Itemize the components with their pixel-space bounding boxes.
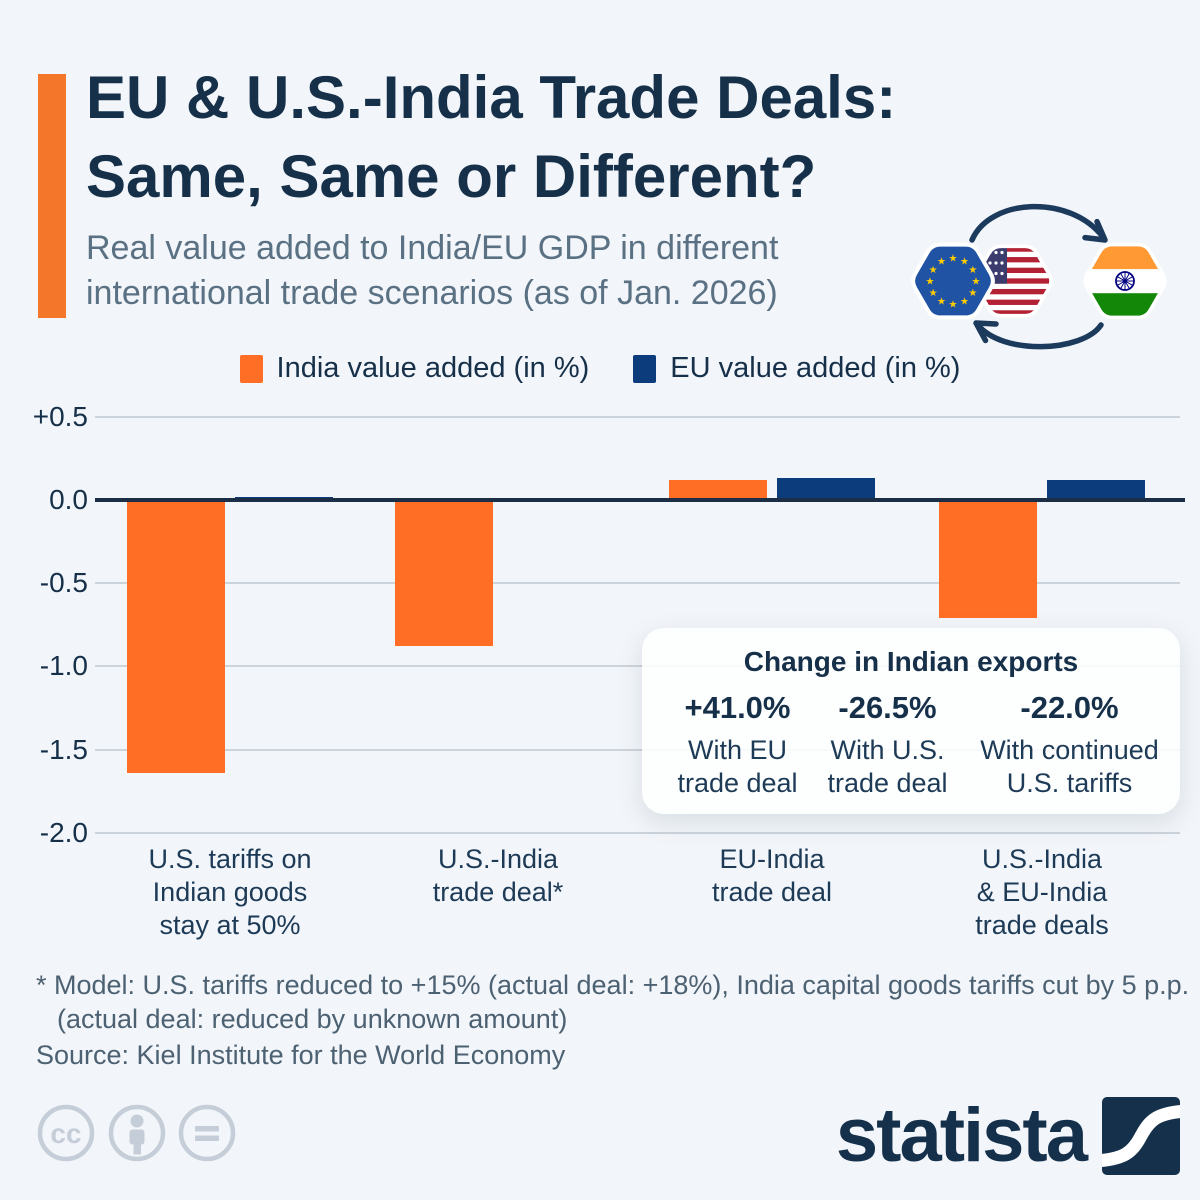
india-flag-icon (1083, 242, 1167, 320)
eu-flag-icon: ★ ★★★★★★★★★★★ (911, 242, 995, 320)
footnote-line1: * Model: U.S. tariffs reduced to +15% (a… (36, 970, 1190, 1000)
svg-text:★: ★ (926, 277, 935, 288)
statista-branding: statista (836, 1092, 1180, 1179)
bar-india-1 (395, 500, 493, 647)
y-axis-tick-label: -1.5 (39, 733, 88, 765)
y-axis-tick-label: +0.5 (32, 400, 88, 432)
svg-text:★: ★ (968, 265, 977, 276)
indian-exports-inset-box: Change in Indian exports +41.0% With EU … (642, 628, 1180, 814)
bar-india-0 (127, 500, 225, 773)
svg-text:★: ★ (937, 296, 946, 307)
inset-stat-value: -22.0% (1020, 690, 1119, 725)
gridline (95, 582, 1180, 585)
cc-icon (37, 1104, 95, 1162)
inset-stat-us-deal: -26.5% With U.S. trade deal (810, 690, 965, 800)
legend-item-eu: EU value added (in %) (633, 352, 960, 385)
equals-icon (178, 1104, 236, 1162)
svg-text:★: ★ (929, 288, 938, 299)
inset-stat-value: -26.5% (838, 690, 937, 725)
zero-axis-line (95, 498, 1185, 502)
inset-stat-us-tariffs: -22.0% With continued U.S. tariffs (972, 690, 1167, 800)
svg-text:★: ★ (968, 288, 977, 299)
category-label: U.S.-India trade deal* (432, 844, 564, 907)
category-label: EU-India trade deal (711, 844, 833, 907)
inset-stat-label: With continued U.S. tariffs (980, 735, 1159, 798)
legend-label: India value added (in %) (276, 352, 590, 384)
svg-text:★: ★ (949, 254, 958, 265)
inset-stat-eu-deal: +41.0% With EU trade deal (660, 690, 815, 800)
svg-text:★: ★ (929, 265, 938, 276)
bar-eu-2 (777, 478, 875, 500)
statista-wordmark: statista (835, 1093, 1088, 1178)
category-label: U.S.-India & EU-India trade deals (975, 844, 1109, 940)
bar-eu-3 (1047, 480, 1145, 500)
svg-text:★: ★ (972, 277, 981, 288)
gridline (95, 415, 1180, 418)
page-title: EU & U.S.-India Trade Deals: Same, Same … (86, 58, 896, 216)
inset-stat-label: With EU trade deal (677, 735, 798, 798)
page-subtitle: Real value added to India/EU GDP in diff… (86, 229, 779, 312)
trade-flags-illustration: ★ ★★★★★★★★★★★ (911, 203, 1167, 350)
chart-legend: India value added (in %) EU value added … (0, 352, 1200, 385)
y-axis-tick-label: -1.0 (39, 650, 88, 682)
svg-text:★: ★ (949, 300, 958, 311)
attribution-person-icon (108, 1104, 166, 1162)
creative-commons-license-icons: cc (37, 1104, 236, 1162)
bar-india-3 (939, 500, 1037, 619)
page-title-line2: Same, Same or Different? (86, 143, 817, 210)
svg-text:★: ★ (960, 296, 969, 307)
category-label: U.S. tariffs on Indian goods stay at 50% (148, 844, 312, 940)
source-line: Source: Kiel Institute for the World Eco… (36, 1040, 566, 1070)
inset-stat-value: +41.0% (684, 690, 791, 725)
legend-item-india: India value added (in %) (239, 352, 590, 385)
gridline (95, 831, 1180, 834)
bar-india-2 (669, 480, 767, 500)
statista-logo-icon (1102, 1096, 1180, 1175)
svg-text:★: ★ (960, 257, 969, 268)
legend-label: EU value added (in %) (670, 352, 961, 384)
exchange-arrows-icon (969, 203, 1108, 350)
y-axis-tick-label: -2.0 (39, 816, 88, 848)
eu-series-swatch (633, 354, 657, 383)
y-axis-tick-label: -0.5 (39, 567, 88, 599)
footnote-line2: (actual deal: reduced by unknown amount) (57, 1004, 568, 1034)
inset-title: Change in Indian exports (743, 646, 1079, 677)
gridline (95, 748, 1180, 751)
inset-stat-label: With U.S. trade deal (827, 735, 948, 798)
y-axis-tick-label: 0.0 (49, 484, 88, 515)
svg-text:cc: cc (50, 1118, 81, 1149)
title-accent-bar (38, 74, 66, 318)
page-title-line1: EU & U.S.-India Trade Deals: (86, 64, 897, 131)
gridline (95, 665, 1180, 668)
india-series-swatch (239, 354, 263, 383)
svg-text:★: ★ (937, 257, 946, 268)
